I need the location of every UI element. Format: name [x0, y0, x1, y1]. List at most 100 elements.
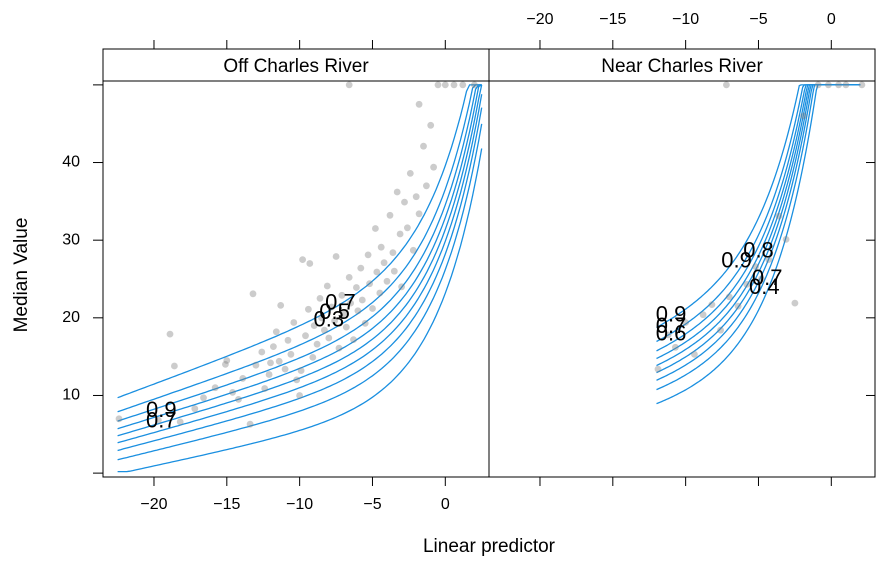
data-point [115, 415, 123, 423]
data-point [325, 334, 333, 342]
data-point [782, 236, 790, 243]
contour-label: 0.7 [752, 265, 783, 290]
quantile-curve [117, 123, 483, 461]
data-point [775, 212, 783, 220]
data-point [318, 314, 325, 322]
data-point [345, 274, 353, 281]
data-point [277, 302, 285, 309]
data-point [723, 81, 730, 89]
data-point [171, 362, 178, 370]
data-point [323, 282, 331, 290]
data-point [310, 322, 318, 329]
x-axis-title: Linear predictor [423, 536, 556, 557]
data-point [383, 277, 391, 285]
panel-off-charles-river: Off Charles River 0.90.70.70.50.3 [102, 48, 490, 478]
data-point [296, 392, 303, 399]
data-point [430, 163, 437, 171]
data-point [354, 307, 362, 315]
data-point [372, 225, 379, 232]
data-point [235, 396, 242, 403]
data-point [717, 326, 724, 334]
axes: −20 −20 −15 −15 −10 −10 −5 −5 0 0 10 20 30 40 [62, 11, 875, 513]
data-point [339, 310, 347, 318]
data-point [699, 311, 707, 319]
data-point [858, 81, 866, 89]
data-point [427, 121, 435, 129]
data-point [309, 354, 317, 361]
data-point [281, 365, 289, 373]
contour-label: 0.4 [749, 274, 780, 299]
data-point [459, 81, 467, 89]
data-points [115, 81, 478, 428]
data-point [270, 343, 277, 350]
data-point [342, 323, 350, 331]
panel-frame [488, 80, 876, 478]
quantile-curve [117, 107, 483, 452]
data-point [389, 249, 397, 256]
data-point [376, 289, 384, 297]
data-point [401, 198, 408, 206]
data-point [825, 81, 832, 89]
data-point [373, 268, 381, 276]
data-point [791, 299, 799, 307]
contour-label: 0.8 [743, 238, 774, 263]
data-point [258, 348, 266, 356]
contour-labels: 0.90.70.70.50.3 [146, 290, 356, 433]
data-point [275, 357, 283, 365]
data-point [682, 319, 689, 326]
quantile-curve [656, 84, 861, 360]
data-point [239, 375, 247, 382]
data-point [415, 210, 423, 218]
contour-label: 0.5 [319, 299, 350, 324]
data-point [366, 280, 373, 288]
data-point [691, 350, 698, 358]
data-point [305, 305, 312, 313]
contour-label: 0.7 [146, 408, 177, 433]
data-point [299, 256, 306, 263]
data-point [800, 112, 807, 120]
data-point [321, 326, 328, 334]
data-point [191, 405, 199, 413]
data-point [725, 293, 733, 301]
data-point [353, 284, 360, 291]
contour-label: 0.7 [656, 313, 687, 338]
x-tick-label-top: −10 [672, 11, 699, 28]
data-point [423, 182, 430, 190]
data-point [842, 81, 850, 89]
data-point [347, 299, 354, 307]
x-tick-label-top: 0 [827, 11, 836, 28]
data-point [386, 211, 394, 219]
data-point [765, 256, 773, 263]
data-point [272, 328, 280, 336]
quantile-curve [117, 84, 482, 413]
quantile-curves [117, 84, 483, 473]
contour-label: 0.6 [656, 321, 687, 346]
data-point [357, 264, 365, 272]
data-point [415, 100, 423, 108]
data-point [758, 275, 765, 283]
data-point [297, 367, 305, 374]
data-point [396, 230, 404, 238]
y-tick-label: 40 [62, 154, 80, 171]
panel-title: Near Charles River [601, 56, 763, 77]
data-point [752, 263, 759, 270]
contour-labels: 0.90.70.60.90.80.70.4 [656, 238, 783, 346]
quantile-curve [117, 84, 482, 422]
data-point [404, 224, 411, 232]
data-point [409, 246, 417, 254]
quantile-curves [656, 84, 861, 405]
data-point [252, 361, 260, 369]
panel-near-charles-river: Near Charles River 0.90.70.60.90.80.70.4 [488, 48, 876, 478]
data-point [369, 305, 376, 312]
y-axis-title: Median Value [11, 218, 32, 333]
data-point [176, 418, 184, 426]
strip-background [102, 48, 490, 82]
quantile-curve [117, 148, 483, 473]
quantile-curve [117, 84, 483, 437]
x-tick-label: −10 [286, 496, 313, 513]
data-point [377, 243, 385, 251]
data-point [223, 357, 231, 364]
contour-label: 0.7 [325, 290, 356, 315]
x-tick-label-top: −20 [526, 11, 553, 28]
